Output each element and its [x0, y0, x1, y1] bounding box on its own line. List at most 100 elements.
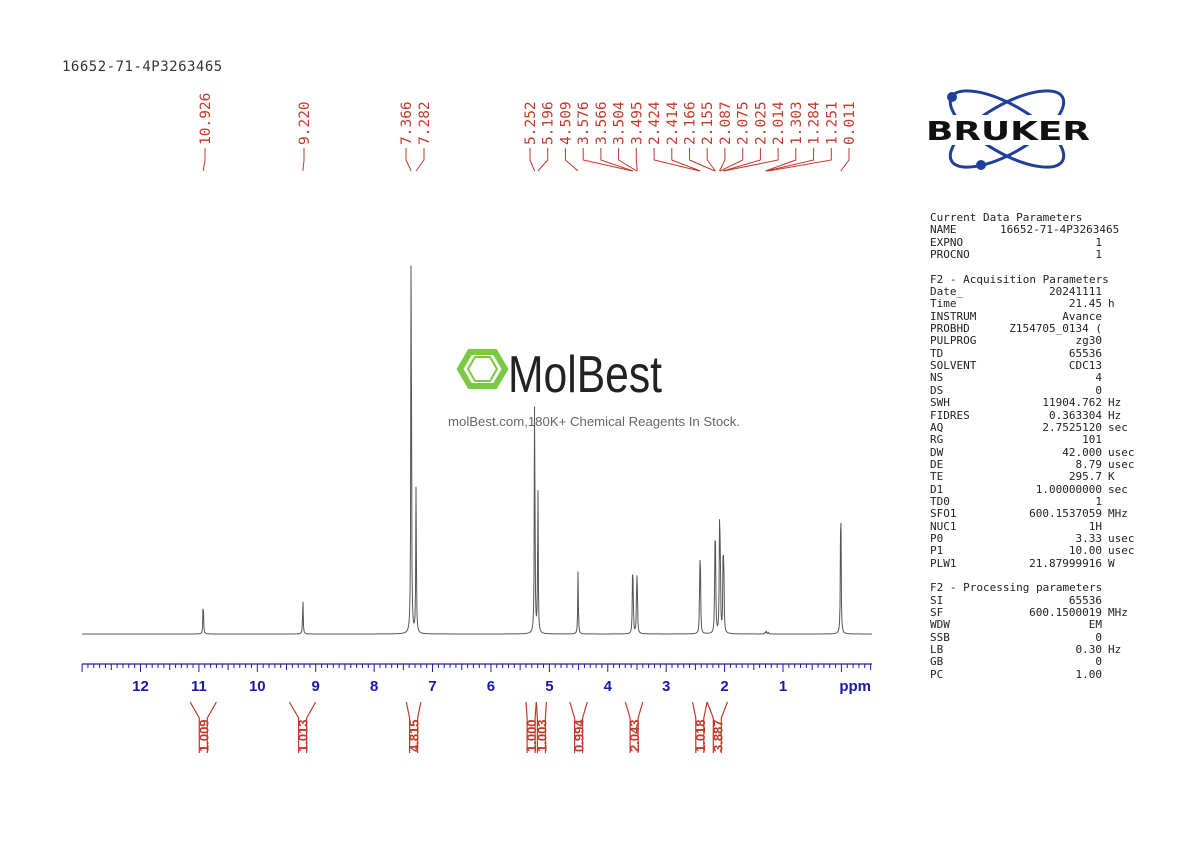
- peak-connector: [840, 148, 850, 172]
- axis-tick-label: 9: [312, 678, 320, 695]
- param-value: 0: [1095, 655, 1102, 669]
- axis-tick-label: 1: [779, 678, 787, 695]
- acquisition-parameters-panel: Current Data Parameters NAME 16652-71-4P32…: [930, 211, 1145, 681]
- param-row: Time 21.45 h: [930, 298, 1145, 311]
- param-row: PULPROG zg30: [930, 335, 1145, 348]
- peak-connector: [302, 148, 305, 172]
- param-name: PROCNO: [930, 248, 970, 262]
- peak-label: 2.087: [718, 101, 734, 145]
- param-value: 11904.762: [1042, 396, 1102, 410]
- param-name: AQ: [930, 420, 944, 434]
- param-name: TD0: [930, 494, 950, 508]
- peak-label: 2.075: [736, 101, 752, 145]
- logo-dot-icon: [976, 160, 986, 170]
- param-row: P1 10.00 usec: [930, 544, 1145, 558]
- axis-tick-label: 5: [545, 678, 553, 695]
- param-value: 10.00: [1068, 544, 1102, 558]
- param-value: 1: [1095, 235, 1102, 249]
- param-section-heading: F2 - Acquisition Parameters: [930, 272, 1109, 286]
- param-name: FIDRES: [930, 408, 970, 422]
- param-value: 600.1537059: [1029, 507, 1102, 521]
- param-value: 8.79: [1075, 457, 1103, 471]
- param-unit: usec: [1108, 457, 1135, 471]
- integral-bracket: [706, 701, 729, 753]
- logo-dot-icon: [947, 92, 957, 102]
- param-row: SF 600.1500019 MHz: [930, 606, 1145, 619]
- peak-label: 9.220: [297, 101, 313, 145]
- peak-connector: [653, 148, 700, 172]
- param-unit: Hz: [1108, 408, 1122, 422]
- peak-label: 3.504: [612, 101, 628, 145]
- peak-label: 1.284: [807, 101, 823, 145]
- molbest-hexagon-inner-icon: [466, 356, 499, 382]
- param-value: 1.00: [1075, 667, 1103, 681]
- axis-tick-label: 10: [249, 678, 266, 695]
- param-unit: usec: [1108, 531, 1135, 545]
- param-row: TD0 1: [930, 494, 1145, 508]
- param-row: D1 1.00000000 sec: [930, 482, 1145, 496]
- param-value: 0.363304: [1049, 408, 1102, 422]
- peak-connector: [719, 148, 744, 172]
- param-row: NUC1 1H: [930, 520, 1145, 533]
- param-unit: sec: [1108, 482, 1128, 496]
- param-unit: [1102, 360, 1108, 372]
- param-row: TE 295.7 K: [930, 470, 1145, 483]
- integral-value: 2.043: [627, 719, 642, 752]
- integral-value: 1.009: [196, 719, 211, 752]
- param-unit: [1102, 323, 1108, 335]
- param-row: PROBHD Z154705_0134 (: [930, 322, 1145, 335]
- param-unit: [1102, 237, 1108, 249]
- peak-connector: [529, 148, 536, 172]
- axis-tick-label: 8: [370, 678, 378, 695]
- peak-connector: [564, 148, 579, 172]
- param-row: PLW1 21.87999916 W: [930, 557, 1145, 570]
- integral-value: 1.018: [693, 719, 708, 752]
- param-value: 65536: [1068, 593, 1102, 607]
- param-name: LB: [930, 643, 944, 657]
- param-value: 101: [1082, 433, 1102, 447]
- param-name: DE: [930, 457, 944, 471]
- logo-orbit-icon: [948, 89, 1066, 169]
- peak-label: 2.155: [700, 101, 716, 145]
- peak-connector: [765, 148, 797, 172]
- integral-bracket: [525, 701, 537, 753]
- integral-value: 1.013: [296, 719, 311, 752]
- peak-connector: [706, 148, 716, 172]
- param-row: SSB 0: [930, 630, 1145, 644]
- param-name: INSTRUM: [930, 309, 977, 323]
- param-row: SFO1 600.1537059 MHz: [930, 507, 1145, 521]
- param-unit: [1102, 311, 1108, 323]
- peak-connector: [202, 148, 206, 172]
- integral-bracket: [691, 701, 708, 753]
- param-value: 1: [1095, 248, 1102, 262]
- peak-connector: [723, 148, 779, 172]
- peak-label-group: 10.926 9.220 7.366 7.282 5.252 5.196 4.509 3.57…: [198, 93, 858, 172]
- param-row: WDW EM: [930, 618, 1145, 632]
- param-unit: [1102, 249, 1108, 261]
- param-value: Avance: [1062, 309, 1102, 323]
- param-value: EM: [1088, 618, 1102, 632]
- molbest-watermark: MolBest molBest.com,180K+ Chemical Reage…: [448, 346, 740, 429]
- param-name: DW: [930, 445, 944, 459]
- peak-connector: [671, 148, 701, 172]
- peak-connector: [766, 148, 815, 172]
- peak-connector: [768, 148, 832, 172]
- param-row: NS 4: [930, 372, 1145, 385]
- param-row: DE 8.79 usec: [930, 457, 1145, 471]
- param-value: 0: [1095, 383, 1102, 397]
- param-row: RG 101: [930, 433, 1145, 447]
- peak-connector: [405, 148, 412, 172]
- param-name: NAME: [930, 223, 957, 237]
- param-value: 0: [1095, 630, 1102, 644]
- param-unit: [1102, 372, 1108, 384]
- integral-bracket: [569, 701, 588, 753]
- param-unit: MHz: [1108, 507, 1128, 521]
- logo-backdrop: [924, 115, 1092, 145]
- param-row: AQ 2.7525120 sec: [930, 420, 1145, 434]
- axis-tick-label: 11: [191, 678, 207, 695]
- param-row: TD 65536: [930, 347, 1145, 360]
- peak-connector: [618, 148, 637, 172]
- peak-connector: [537, 148, 549, 172]
- peak-label: 7.366: [399, 101, 415, 145]
